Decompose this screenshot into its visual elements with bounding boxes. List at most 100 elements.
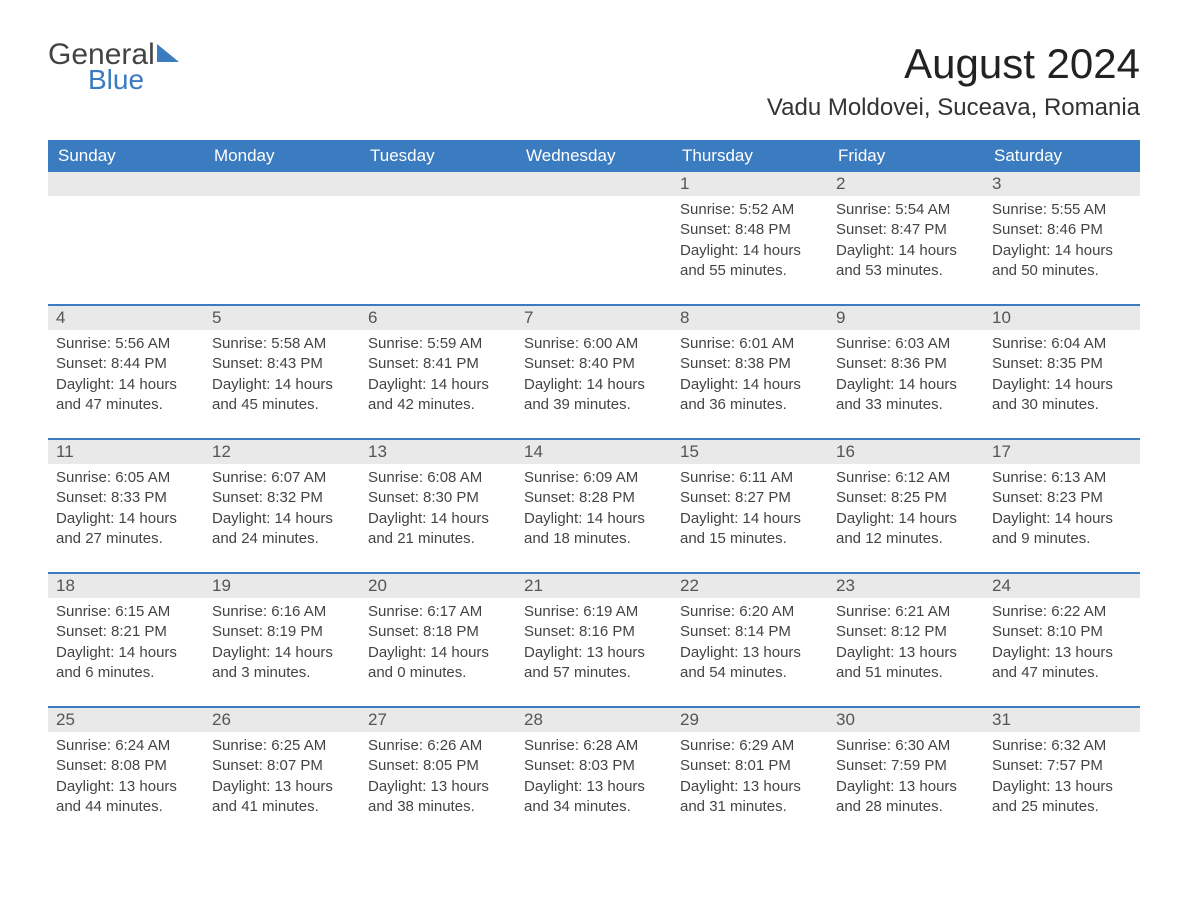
sunset-line: Sunset: 8:18 PM	[368, 622, 508, 642]
empty-day-bar	[48, 172, 204, 196]
sunrise-line: Sunrise: 6:05 AM	[56, 468, 196, 488]
daylight-line-1: Daylight: 14 hours	[524, 509, 664, 529]
day-cell: 26Sunrise: 6:25 AMSunset: 8:07 PMDayligh…	[204, 708, 360, 830]
daylight-line-2: and 33 minutes.	[836, 395, 976, 415]
day-number: 29	[672, 708, 828, 732]
day-number: 12	[204, 440, 360, 464]
day-number: 19	[204, 574, 360, 598]
day-number: 11	[48, 440, 204, 464]
day-cell: 7Sunrise: 6:00 AMSunset: 8:40 PMDaylight…	[516, 306, 672, 428]
daylight-line-1: Daylight: 13 hours	[212, 777, 352, 797]
daylight-line-1: Daylight: 14 hours	[56, 375, 196, 395]
daylight-line-1: Daylight: 14 hours	[680, 375, 820, 395]
weekday-sunday: Sunday	[48, 140, 204, 172]
day-number: 15	[672, 440, 828, 464]
daylight-line-1: Daylight: 14 hours	[836, 509, 976, 529]
daylight-line-2: and 38 minutes.	[368, 797, 508, 817]
sunset-line: Sunset: 8:05 PM	[368, 756, 508, 776]
daylight-line-1: Daylight: 14 hours	[368, 509, 508, 529]
day-cell: 28Sunrise: 6:28 AMSunset: 8:03 PMDayligh…	[516, 708, 672, 830]
day-number: 20	[360, 574, 516, 598]
daylight-line-2: and 55 minutes.	[680, 261, 820, 281]
sunrise-line: Sunrise: 5:55 AM	[992, 200, 1132, 220]
day-cell: 31Sunrise: 6:32 AMSunset: 7:57 PMDayligh…	[984, 708, 1140, 830]
sunrise-line: Sunrise: 5:58 AM	[212, 334, 352, 354]
day-cell: 4Sunrise: 5:56 AMSunset: 8:44 PMDaylight…	[48, 306, 204, 428]
sunrise-line: Sunrise: 5:54 AM	[836, 200, 976, 220]
title-block: August 2024 Vadu Moldovei, Suceava, Roma…	[767, 40, 1140, 122]
sunset-line: Sunset: 8:35 PM	[992, 354, 1132, 374]
daylight-line-1: Daylight: 13 hours	[992, 643, 1132, 663]
day-cell: 19Sunrise: 6:16 AMSunset: 8:19 PMDayligh…	[204, 574, 360, 696]
daylight-line-1: Daylight: 13 hours	[680, 777, 820, 797]
day-number: 27	[360, 708, 516, 732]
weekday-tuesday: Tuesday	[360, 140, 516, 172]
logo: General Blue	[48, 40, 179, 94]
sunrise-line: Sunrise: 6:03 AM	[836, 334, 976, 354]
day-body: Sunrise: 6:05 AMSunset: 8:33 PMDaylight:…	[48, 464, 204, 555]
daylight-line-2: and 9 minutes.	[992, 529, 1132, 549]
daylight-line-2: and 28 minutes.	[836, 797, 976, 817]
sunset-line: Sunset: 8:47 PM	[836, 220, 976, 240]
day-body: Sunrise: 6:24 AMSunset: 8:08 PMDaylight:…	[48, 732, 204, 823]
daylight-line-2: and 42 minutes.	[368, 395, 508, 415]
day-body: Sunrise: 5:55 AMSunset: 8:46 PMDaylight:…	[984, 196, 1140, 287]
sunrise-line: Sunrise: 6:28 AM	[524, 736, 664, 756]
sunset-line: Sunset: 8:01 PM	[680, 756, 820, 776]
daylight-line-2: and 31 minutes.	[680, 797, 820, 817]
day-number: 4	[48, 306, 204, 330]
week-row: 4Sunrise: 5:56 AMSunset: 8:44 PMDaylight…	[48, 304, 1140, 428]
day-number: 1	[672, 172, 828, 196]
weekday-header-row: SundayMondayTuesdayWednesdayThursdayFrid…	[48, 140, 1140, 172]
week-row: 25Sunrise: 6:24 AMSunset: 8:08 PMDayligh…	[48, 706, 1140, 830]
day-body: Sunrise: 6:32 AMSunset: 7:57 PMDaylight:…	[984, 732, 1140, 823]
daylight-line-1: Daylight: 13 hours	[680, 643, 820, 663]
sunset-line: Sunset: 8:40 PM	[524, 354, 664, 374]
sunset-line: Sunset: 8:21 PM	[56, 622, 196, 642]
daylight-line-2: and 34 minutes.	[524, 797, 664, 817]
sunrise-line: Sunrise: 6:21 AM	[836, 602, 976, 622]
page-header: General Blue August 2024 Vadu Moldovei, …	[48, 40, 1140, 122]
day-number: 26	[204, 708, 360, 732]
day-body: Sunrise: 6:20 AMSunset: 8:14 PMDaylight:…	[672, 598, 828, 689]
day-cell: 2Sunrise: 5:54 AMSunset: 8:47 PMDaylight…	[828, 172, 984, 294]
empty-day-bar	[360, 172, 516, 196]
day-cell: 27Sunrise: 6:26 AMSunset: 8:05 PMDayligh…	[360, 708, 516, 830]
logo-word-blue: Blue	[88, 66, 179, 94]
week-row: 18Sunrise: 6:15 AMSunset: 8:21 PMDayligh…	[48, 572, 1140, 696]
sunset-line: Sunset: 8:25 PM	[836, 488, 976, 508]
day-cell: 22Sunrise: 6:20 AMSunset: 8:14 PMDayligh…	[672, 574, 828, 696]
sunset-line: Sunset: 8:32 PM	[212, 488, 352, 508]
daylight-line-2: and 45 minutes.	[212, 395, 352, 415]
daylight-line-1: Daylight: 14 hours	[992, 241, 1132, 261]
daylight-line-1: Daylight: 13 hours	[368, 777, 508, 797]
day-body: Sunrise: 5:52 AMSunset: 8:48 PMDaylight:…	[672, 196, 828, 287]
sunrise-line: Sunrise: 6:04 AM	[992, 334, 1132, 354]
daylight-line-2: and 21 minutes.	[368, 529, 508, 549]
day-cell: 5Sunrise: 5:58 AMSunset: 8:43 PMDaylight…	[204, 306, 360, 428]
day-cell: 12Sunrise: 6:07 AMSunset: 8:32 PMDayligh…	[204, 440, 360, 562]
daylight-line-2: and 15 minutes.	[680, 529, 820, 549]
sunset-line: Sunset: 7:59 PM	[836, 756, 976, 776]
daylight-line-2: and 41 minutes.	[212, 797, 352, 817]
sunrise-line: Sunrise: 6:13 AM	[992, 468, 1132, 488]
daylight-line-2: and 57 minutes.	[524, 663, 664, 683]
sunrise-line: Sunrise: 6:19 AM	[524, 602, 664, 622]
day-body: Sunrise: 6:07 AMSunset: 8:32 PMDaylight:…	[204, 464, 360, 555]
day-number: 18	[48, 574, 204, 598]
day-number: 10	[984, 306, 1140, 330]
sunrise-line: Sunrise: 5:59 AM	[368, 334, 508, 354]
daylight-line-1: Daylight: 14 hours	[212, 375, 352, 395]
day-number: 25	[48, 708, 204, 732]
day-cell	[48, 172, 204, 294]
day-cell: 9Sunrise: 6:03 AMSunset: 8:36 PMDaylight…	[828, 306, 984, 428]
day-number: 28	[516, 708, 672, 732]
day-body: Sunrise: 6:28 AMSunset: 8:03 PMDaylight:…	[516, 732, 672, 823]
sunset-line: Sunset: 8:36 PM	[836, 354, 976, 374]
weekday-saturday: Saturday	[984, 140, 1140, 172]
day-body: Sunrise: 6:13 AMSunset: 8:23 PMDaylight:…	[984, 464, 1140, 555]
location-subtitle: Vadu Moldovei, Suceava, Romania	[767, 94, 1140, 122]
daylight-line-2: and 27 minutes.	[56, 529, 196, 549]
day-number: 3	[984, 172, 1140, 196]
daylight-line-2: and 30 minutes.	[992, 395, 1132, 415]
